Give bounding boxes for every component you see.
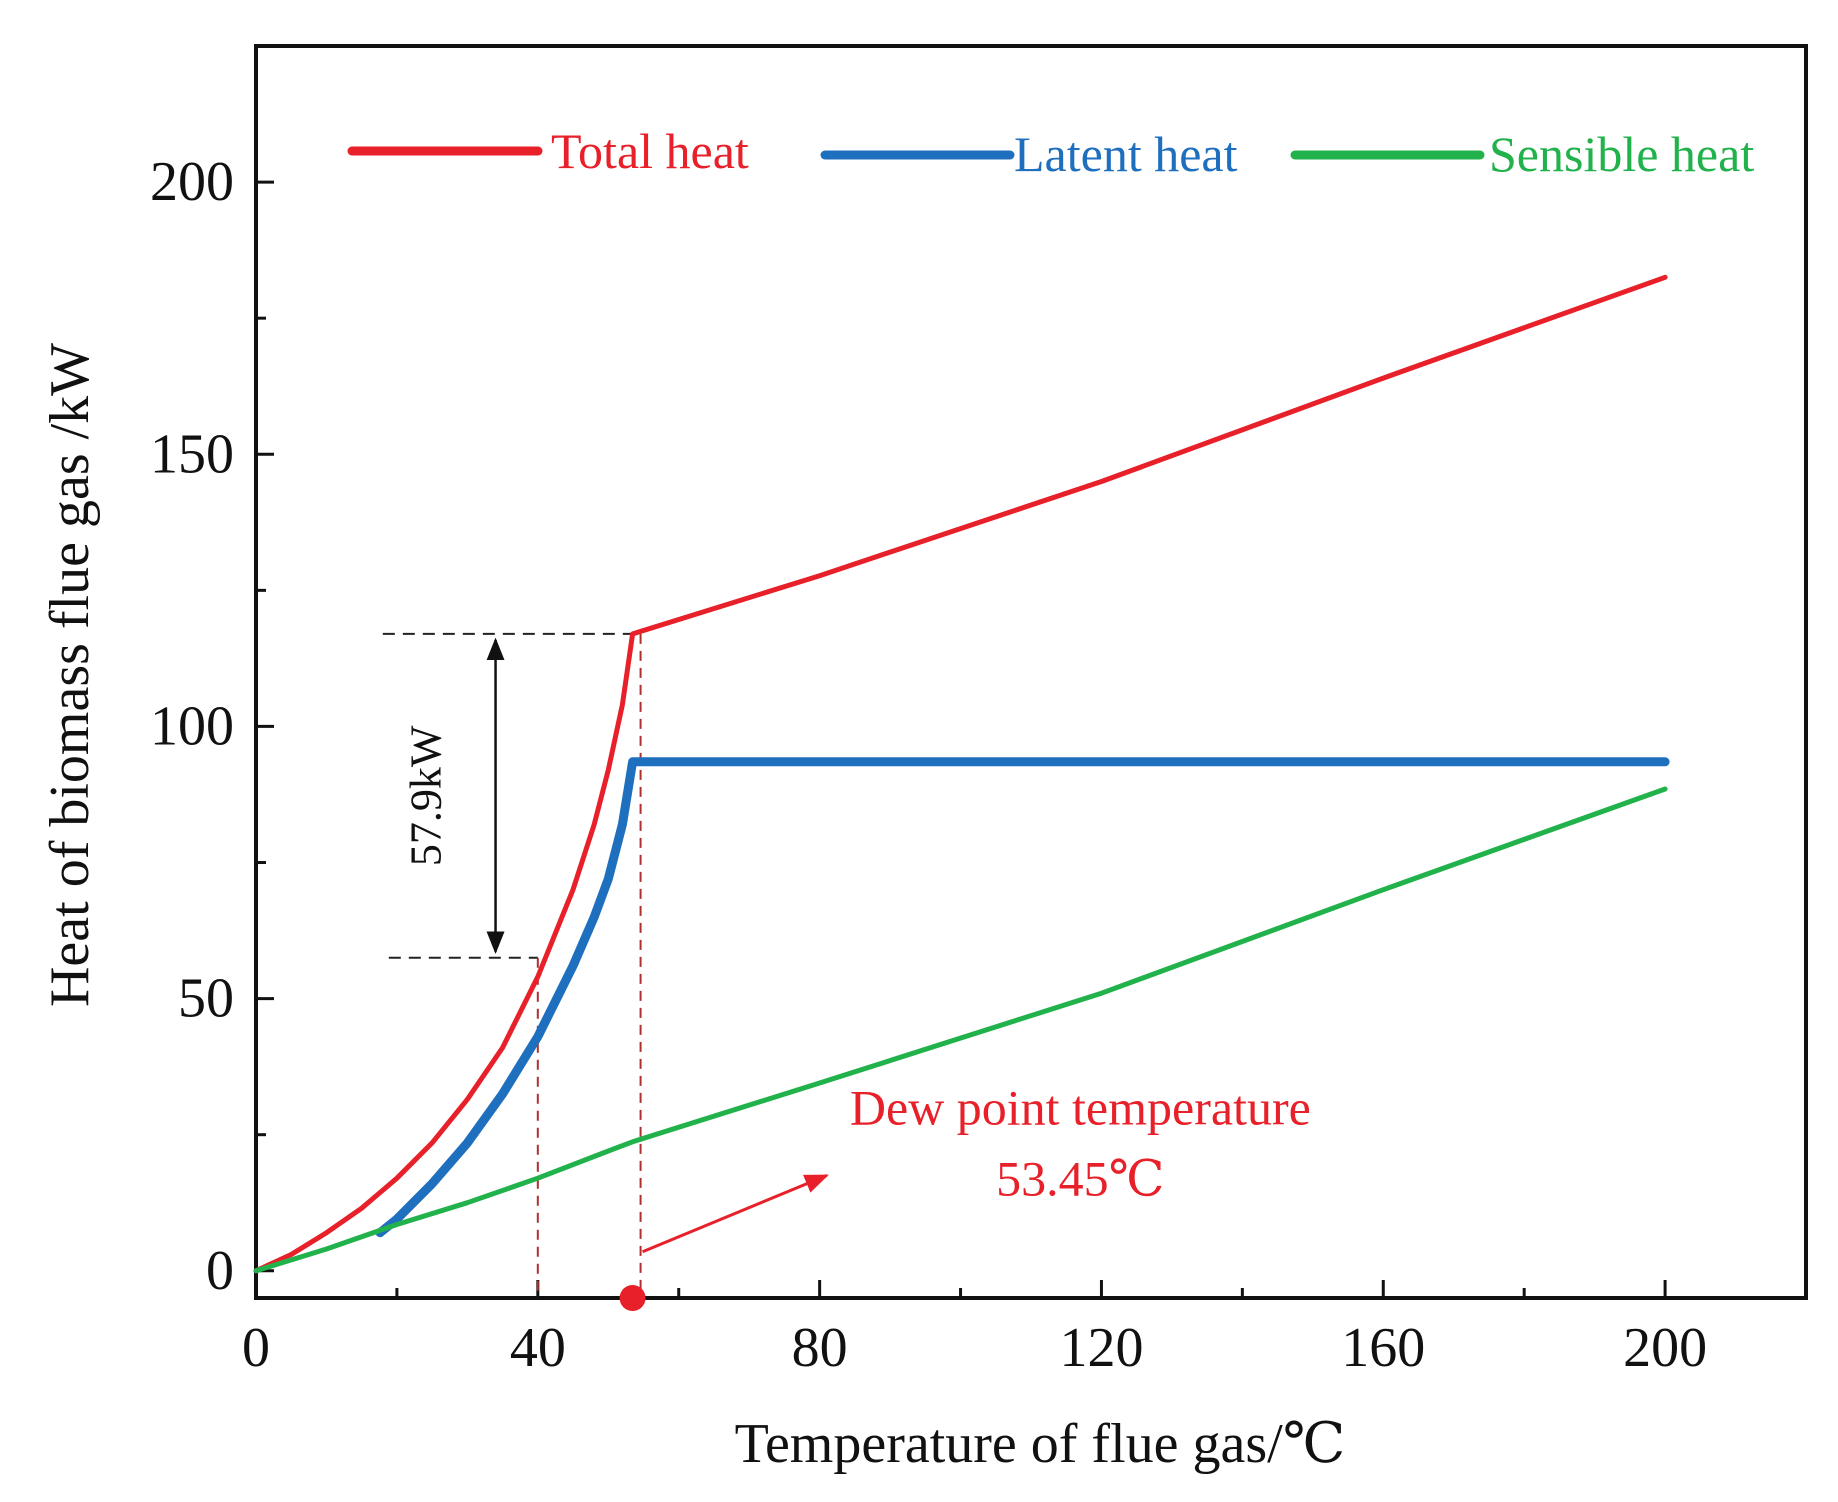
dew-point-arrow [642,1174,829,1254]
y-tick-label-100: 100 [150,695,234,757]
series-line-sensible-heat [253,786,1668,1274]
dew-point-value: 53.45℃ [996,1150,1164,1206]
y-tick-label-50: 50 [178,968,234,1030]
y-axis-label: Heat of biomass flue gas /kW [39,343,101,1007]
legend-label-total-heat: Total heat [551,123,749,179]
dew-point-marker [619,1285,646,1311]
x-tick-label-80: 80 [792,1317,848,1379]
series-line-latent-heat [375,757,1670,1238]
dew-point-title: Dew point temperature [850,1080,1311,1136]
gap-label: 57.9kW [402,725,451,866]
legend-label-latent-heat: Latent heat [1014,126,1238,182]
x-tick-label-0: 0 [242,1317,270,1379]
series-group [253,274,1670,1274]
x-axis: 0 40 80 120 160 200 [242,1280,1707,1379]
x-tick-label-120: 120 [1059,1317,1143,1379]
legend-label-sensible-heat: Sensible heat [1489,126,1754,182]
y-tick-label-200: 200 [150,151,234,213]
x-tick-label-200: 200 [1623,1317,1707,1379]
annotations: 57.9kW Dew point temperature 53.45℃ [382,632,1311,1311]
series-line-total-heat [253,274,1668,1274]
y-tick-label-0: 0 [206,1240,234,1302]
legend: Total heat Latent heat Sensible heat [347,123,1754,182]
plot-frame [254,44,1808,1300]
x-tick-label-160: 160 [1341,1317,1425,1379]
y-tick-label-150: 150 [150,423,234,485]
x-axis-label: Temperature of flue gas/℃ [735,1413,1346,1475]
x-tick-label-40: 40 [510,1317,566,1379]
